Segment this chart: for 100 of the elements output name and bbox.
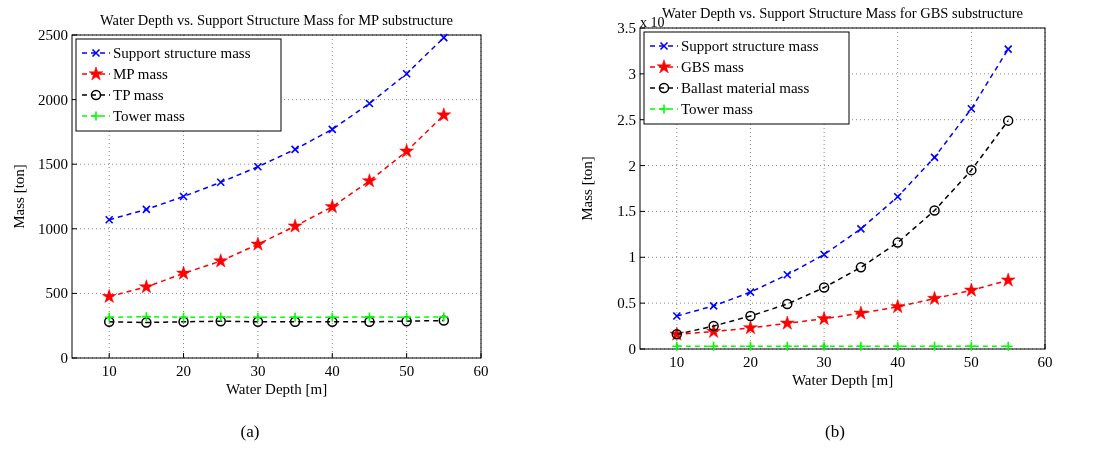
x-tick-label: 40: [890, 354, 906, 370]
y-tick-label: 1500: [38, 156, 68, 173]
point: [855, 262, 867, 273]
legend-label: MP mass: [113, 66, 169, 82]
point: [250, 236, 266, 251]
point: [439, 33, 449, 42]
point: [672, 311, 682, 321]
x-axis-title: Water Depth [m]: [791, 372, 894, 388]
point: [327, 316, 338, 328]
y-tick-label: 1: [628, 249, 636, 266]
point: [401, 315, 412, 327]
point: [325, 199, 340, 213]
y-tick-label: 1.5: [617, 203, 636, 220]
point: [103, 316, 115, 328]
y-tick-label: 2.5: [617, 111, 636, 128]
y-tick-label: 0.5: [617, 295, 636, 312]
point: [853, 305, 869, 320]
point: [1003, 44, 1013, 54]
x-tick-label: 30: [250, 363, 266, 379]
point: [816, 311, 832, 325]
point: [179, 192, 188, 201]
point: [780, 315, 795, 330]
point: [746, 287, 755, 297]
point: [1002, 340, 1014, 352]
point: [856, 224, 866, 234]
point: [966, 340, 977, 352]
point: [216, 177, 226, 187]
point: [930, 153, 939, 162]
point: [327, 125, 337, 134]
point: [141, 317, 152, 328]
y-tick-label: 500: [45, 285, 68, 302]
point: [402, 69, 411, 79]
point: [709, 301, 718, 311]
x-tick-label: 60: [1037, 354, 1053, 370]
legend-label: Tower mass: [113, 108, 186, 124]
point: [745, 340, 756, 352]
point: [818, 340, 830, 352]
point: [213, 253, 228, 268]
x-tick-label: 10: [101, 363, 117, 379]
y-tick-label: 0: [60, 350, 68, 366]
y-tick-label: 2000: [38, 91, 68, 108]
point: [364, 316, 375, 328]
point: [287, 218, 303, 233]
point: [964, 282, 979, 297]
point: [892, 340, 904, 352]
point: [253, 162, 263, 172]
point: [1002, 115, 1014, 126]
legend-label: TP mass: [113, 87, 164, 103]
y-tick-label: 3: [628, 65, 636, 82]
point: [929, 205, 940, 216]
point: [818, 282, 830, 293]
point: [290, 145, 300, 154]
legend-label: Ballast material mass: [681, 80, 810, 96]
x-tick-label: 50: [399, 363, 415, 379]
y-tick-label: 2: [628, 157, 636, 174]
point: [890, 299, 905, 313]
point: [399, 143, 414, 158]
point: [139, 279, 154, 294]
text: (b): [825, 422, 845, 441]
point: [671, 340, 683, 352]
legend-label: GBS mass: [681, 59, 745, 75]
y-tick-label: 3.5: [617, 20, 636, 36]
point: [215, 311, 227, 323]
y-axis-title: Mass [ton]: [11, 164, 27, 229]
y-axis-title: Mass [ton]: [579, 156, 595, 221]
x-tick-label: 50: [963, 354, 979, 370]
point: [927, 291, 942, 305]
point: [782, 270, 792, 280]
point: [819, 250, 829, 259]
point: [745, 310, 756, 322]
point: [966, 164, 977, 176]
legend-label: Support structure mass: [681, 38, 819, 54]
point: [436, 107, 452, 122]
point: [743, 320, 758, 335]
point: [1000, 272, 1016, 287]
point: [438, 315, 450, 326]
x-tick-label: 60: [473, 363, 489, 379]
point: [967, 104, 976, 114]
x-tick-label: 20: [742, 354, 758, 370]
legend-label: Tower mass: [681, 101, 754, 117]
chart-title: Water Depth vs. Support Structure Mass for MP substructure: [99, 12, 454, 28]
x-tick-label: 20: [176, 363, 192, 379]
point: [708, 320, 719, 332]
point: [365, 99, 374, 108]
point: [893, 192, 903, 202]
point: [855, 340, 867, 352]
point: [289, 316, 301, 328]
point: [178, 316, 189, 328]
y-tick-label: 1000: [38, 220, 68, 237]
point: [781, 340, 793, 352]
point: [782, 298, 793, 310]
x-axis-title: Water Depth [m]: [225, 381, 328, 397]
legend-label: Support structure mass: [113, 45, 251, 61]
x-tick-label: 10: [669, 354, 685, 370]
x-tick-label: 40: [324, 363, 340, 379]
point: [252, 316, 264, 328]
point: [438, 311, 450, 323]
annotation: x 10: [640, 15, 665, 30]
text: (a): [240, 422, 260, 441]
point: [892, 237, 903, 248]
